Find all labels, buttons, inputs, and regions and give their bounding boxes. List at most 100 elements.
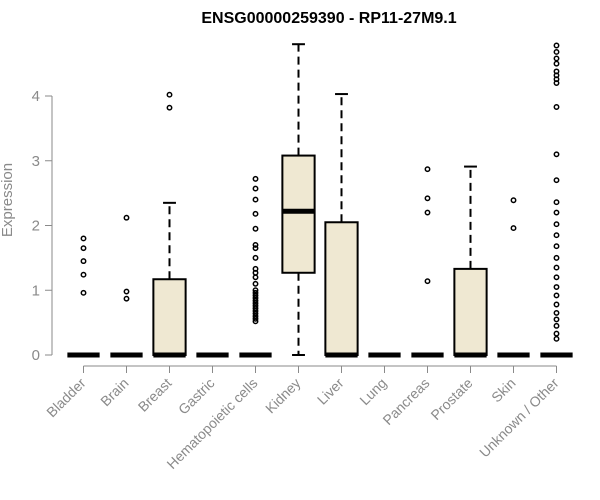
- y-tick-label: 2: [32, 218, 40, 235]
- outlier-point: [252, 241, 259, 248]
- box-series: [67, 42, 573, 358]
- outlier-point: [252, 196, 259, 203]
- y-tick-label: 1: [32, 282, 40, 299]
- outlier-point: [252, 305, 259, 312]
- outlier-point: [252, 292, 259, 299]
- outlier-point: [80, 235, 87, 242]
- iqr-box: [281, 154, 316, 274]
- iqr-box: [152, 278, 187, 356]
- outlier-point: [553, 301, 560, 308]
- outlier-point: [252, 265, 259, 272]
- outlier-point: [252, 295, 259, 301]
- y-axis: 0 1 2 3 4: [32, 88, 53, 364]
- outlier-point: [252, 245, 259, 252]
- outlier-point: [252, 297, 259, 304]
- x-tick-label: Prostate: [427, 375, 475, 423]
- outlier-point: [553, 221, 560, 228]
- outlier-point: [252, 225, 259, 232]
- outlier-point: [252, 175, 259, 182]
- outlier-point: [553, 49, 560, 55]
- outlier-point: [553, 209, 560, 216]
- x-tick-label: Liver: [314, 375, 347, 408]
- outlier-point: [510, 225, 517, 232]
- box-skin: [497, 197, 530, 358]
- y-tick-label: 0: [32, 347, 40, 364]
- outlier-point: [553, 104, 560, 110]
- outlier-point: [252, 318, 259, 325]
- iqr-box: [324, 221, 359, 356]
- chart-title: ENSG00000259390 - RP11-27M9.1: [201, 10, 456, 27]
- x-tick-label: Pancreas: [379, 375, 432, 428]
- outlier-point: [252, 274, 259, 281]
- outlier-point: [424, 166, 431, 173]
- outlier-point: [553, 254, 560, 261]
- x-tick-label: Gastric: [175, 375, 218, 418]
- outlier-point: [123, 295, 130, 302]
- outlier-point: [553, 264, 560, 271]
- y-tick-label: 4: [32, 88, 40, 105]
- outlier-point: [553, 232, 560, 239]
- x-tick-label: Kidney: [262, 375, 304, 417]
- outlier-point: [553, 151, 560, 158]
- outlier-point: [252, 315, 259, 322]
- outlier-point: [80, 245, 87, 252]
- outlier-point: [424, 195, 431, 202]
- outlier-point: [553, 284, 560, 290]
- outlier-point: [553, 243, 560, 250]
- outlier-point: [80, 258, 87, 265]
- outlier-point: [252, 289, 259, 296]
- outlier-point: [252, 254, 259, 261]
- x-tick-label: Brain: [97, 375, 131, 409]
- outlier-point: [252, 302, 259, 309]
- outlier-point: [166, 104, 173, 111]
- outlier-point: [80, 289, 87, 296]
- box-unknown-other: [540, 42, 573, 358]
- outlier-point: [553, 42, 560, 49]
- box-prostate: [453, 165, 488, 358]
- box-breast: [152, 91, 187, 358]
- box-hematopoietic-cells: [239, 175, 272, 358]
- outlier-point: [252, 280, 259, 287]
- outlier-point: [553, 316, 560, 323]
- outlier-point: [553, 55, 560, 62]
- outlier-point: [123, 214, 130, 221]
- box-bladder: [67, 235, 100, 358]
- outlier-point: [252, 300, 259, 307]
- outlier-point: [553, 309, 560, 316]
- outlier-point: [252, 308, 259, 314]
- box-liver: [324, 93, 359, 358]
- x-tick-label: Breast: [135, 375, 175, 415]
- outlier-point: [553, 292, 560, 299]
- y-axis-label: Expression: [0, 163, 16, 237]
- outlier-point: [166, 91, 173, 98]
- outlier-point: [553, 330, 560, 337]
- outlier-point: [252, 287, 259, 294]
- outlier-point: [123, 288, 130, 295]
- outlier-point: [252, 310, 259, 317]
- box-kidney: [281, 43, 316, 356]
- x-tick-label: Bladder: [43, 375, 89, 421]
- outlier-point: [553, 274, 560, 281]
- outlier-point: [252, 313, 259, 320]
- outlier-point: [553, 199, 560, 206]
- x-tick-label: Unknown / Other: [476, 375, 562, 461]
- x-tick-label: Skin: [488, 375, 519, 406]
- y-tick-label: 3: [32, 153, 40, 170]
- outlier-point: [553, 177, 560, 184]
- box-pancreas: [411, 166, 444, 358]
- outlier-point: [510, 197, 517, 204]
- outlier-point: [424, 209, 431, 216]
- iqr-box: [453, 267, 488, 357]
- box-brain: [110, 214, 143, 358]
- outlier-point: [252, 185, 259, 192]
- outlier-point: [553, 335, 560, 342]
- outlier-point: [80, 271, 87, 278]
- outlier-point: [553, 68, 560, 75]
- outlier-point: [553, 322, 560, 329]
- outlier-point: [553, 60, 560, 67]
- outlier-point: [252, 210, 259, 217]
- x-tick-label: Lung: [356, 375, 389, 408]
- outlier-point: [424, 278, 431, 285]
